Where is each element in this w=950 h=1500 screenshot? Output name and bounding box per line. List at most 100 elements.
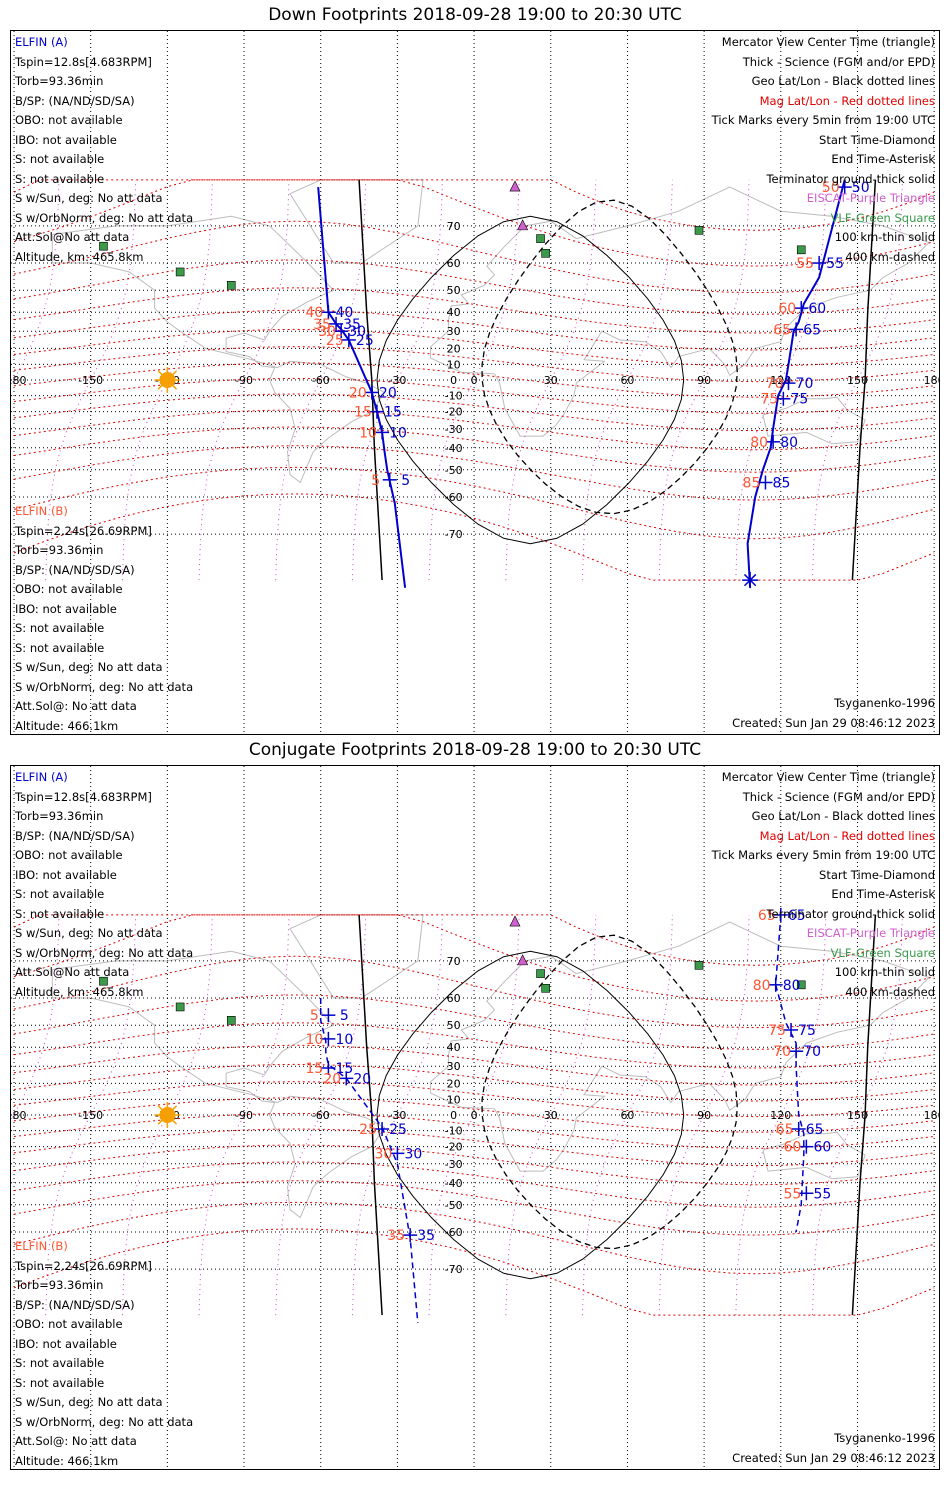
lat-tick-label: -30 — [445, 423, 463, 436]
elfin-a-line: B/SP: (NA/ND/SD/SA) — [15, 828, 135, 843]
mag-lat-line — [13, 287, 935, 334]
mag-lat-line — [13, 1144, 935, 1186]
eiscat-triangle — [509, 915, 521, 927]
tick-label-orange: 10 — [305, 1032, 323, 1048]
lon-tick-label: -30 — [388, 374, 406, 387]
tick-label-orange: 70 — [773, 1044, 791, 1060]
lat-tick-label: -70 — [445, 528, 463, 541]
mag-lat-line — [13, 409, 935, 451]
footprint-400km-circle — [481, 934, 738, 1250]
coastline — [762, 1131, 866, 1180]
lon-tick-label: -30 — [388, 1109, 406, 1122]
legend-item: 400 km-dashed — [845, 984, 935, 999]
legend-item: Start Time-Diamond — [819, 132, 935, 147]
mag-lon-line — [275, 179, 367, 581]
mag-lat-line — [13, 426, 935, 473]
tick-label-orange: 35 — [387, 1228, 405, 1244]
elfin-a-line: OBO: not available — [15, 848, 123, 862]
elfin-b-line: Torb=93.36min — [15, 1278, 104, 1292]
elfin-b-line: B/SP: (NA/ND/SD/SA) — [15, 562, 135, 577]
footprint-track — [319, 998, 419, 1323]
tick-label-blue: 65 — [803, 322, 821, 338]
tick-label-blue: 55 — [826, 256, 844, 272]
created-label: Created: Sun Jan 29 08:46:12 2023 — [732, 716, 935, 730]
elfin-a-line: B/SP: (NA/ND/SD/SA) — [15, 93, 135, 108]
lat-tick-label: -40 — [445, 1177, 463, 1190]
lon-tick-label: -90 — [235, 374, 253, 387]
elfin-a-name: ELFIN (A) — [15, 35, 68, 49]
vlf-square — [796, 980, 806, 990]
footprint-track — [317, 187, 407, 588]
end-asterisk — [743, 573, 757, 587]
tick-label-blue: 15 — [384, 405, 402, 421]
mag-lat-line — [13, 179, 935, 267]
tick-label-blue: 5 — [340, 1008, 349, 1024]
tick-label-orange: 60 — [783, 1140, 801, 1156]
elfin-a-line: Torb=93.36min — [15, 74, 104, 88]
elfin-a-line: S: not available — [15, 887, 105, 901]
lat-tick-label: 30 — [447, 1060, 461, 1073]
coastline — [51, 950, 386, 1219]
tick-label-orange: 20 — [349, 385, 367, 401]
tick-label-blue: 15 — [335, 1061, 353, 1077]
mag-lat-line — [13, 1180, 935, 1236]
lat-tick-label: -20 — [445, 1141, 463, 1154]
elfin-b-line: S: not available — [15, 1375, 105, 1390]
lat-tick-label: -10 — [445, 390, 463, 403]
tick-label-orange: 65 — [758, 908, 776, 924]
mag-lon-line — [812, 179, 903, 581]
lat-tick-label: 50 — [447, 284, 461, 297]
tick-label-blue: 75 — [790, 392, 808, 408]
eiscat-triangle — [517, 219, 529, 231]
tick-label-blue: 65 — [788, 908, 806, 924]
tick-label-orange: 5 — [371, 473, 380, 489]
mag-lat-line — [13, 179, 935, 231]
mag-lon-line — [351, 179, 443, 581]
mag-lon-line — [45, 179, 137, 581]
mag-lon-line — [581, 914, 673, 1316]
lat-tick-label: 30 — [447, 325, 461, 338]
elfin-a-line: S w/Sun, deg: No att data — [15, 926, 163, 940]
elfin-a-name: ELFIN (A) — [15, 770, 68, 784]
vlf-square — [175, 1002, 185, 1012]
elfin-a-line: Torb=93.36min — [15, 809, 104, 823]
coastline — [430, 186, 930, 437]
tick-label-blue: 25 — [356, 333, 374, 349]
legend: Mercator View Center Time (triangle) Thi… — [712, 768, 935, 1002]
footprint-100km-circle — [376, 950, 685, 1280]
tick-label-blue: 60 — [808, 301, 826, 317]
elfin-b-line: OBO: not available — [15, 582, 123, 596]
mag-lon-line — [275, 914, 367, 1316]
eiscat-triangle — [509, 180, 521, 192]
elfin-b-line: OBO: not available — [15, 1317, 123, 1331]
elfin-b-info: ELFIN (B) Tspin=2.24s[26.69RPM] Torb=93.… — [15, 502, 194, 734]
mag-lat-line — [13, 1063, 935, 1102]
vlf-square — [536, 969, 545, 978]
tick-label-blue: 60 — [813, 1140, 831, 1156]
coastline — [51, 215, 386, 484]
elfin-b-line: S w/OrbNorm, deg: No att data — [15, 679, 194, 694]
elfin-a-line: OBO: not available — [15, 113, 123, 127]
mag-lat-line — [13, 1081, 935, 1118]
elfin-b-info: ELFIN (B) Tspin=2.24s[26.69RPM] Torb=93.… — [15, 1237, 194, 1469]
tick-label-blue: 75 — [798, 1023, 816, 1039]
tick-label-orange: 55 — [796, 256, 814, 272]
elfin-a-line: S w/Sun, deg: No att data — [15, 191, 163, 205]
elfin-a-info: ELFIN (A) Tspin=12.8s[4.683RPM] Torb=93.… — [15, 33, 193, 267]
lat-tick-label: 0 — [450, 1109, 457, 1122]
elfin-b-name: ELFIN (B) — [15, 504, 68, 518]
mag-lon-line — [735, 914, 827, 1316]
tick-label-orange: 80 — [750, 435, 768, 451]
lat-tick-label: -50 — [445, 464, 463, 477]
elfin-b-line: S w/Sun, deg: No att data — [15, 1395, 163, 1409]
lat-tick-label: 60 — [447, 257, 461, 270]
legend: Mercator View Center Time (triangle) Thi… — [712, 33, 935, 267]
elfin-b-line: IBO: not available — [15, 1336, 117, 1351]
mag-lon-line — [505, 179, 597, 581]
elfin-a-line: Att.Sol@No att data — [15, 965, 130, 979]
lon-tick-label: 30 — [544, 1109, 558, 1122]
mag-lat-line — [13, 1161, 935, 1208]
lat-tick-label: -20 — [445, 406, 463, 419]
lon-tick-label: -60 — [312, 374, 330, 387]
elfin-b-line: S w/OrbNorm, deg: No att data — [15, 1414, 194, 1429]
